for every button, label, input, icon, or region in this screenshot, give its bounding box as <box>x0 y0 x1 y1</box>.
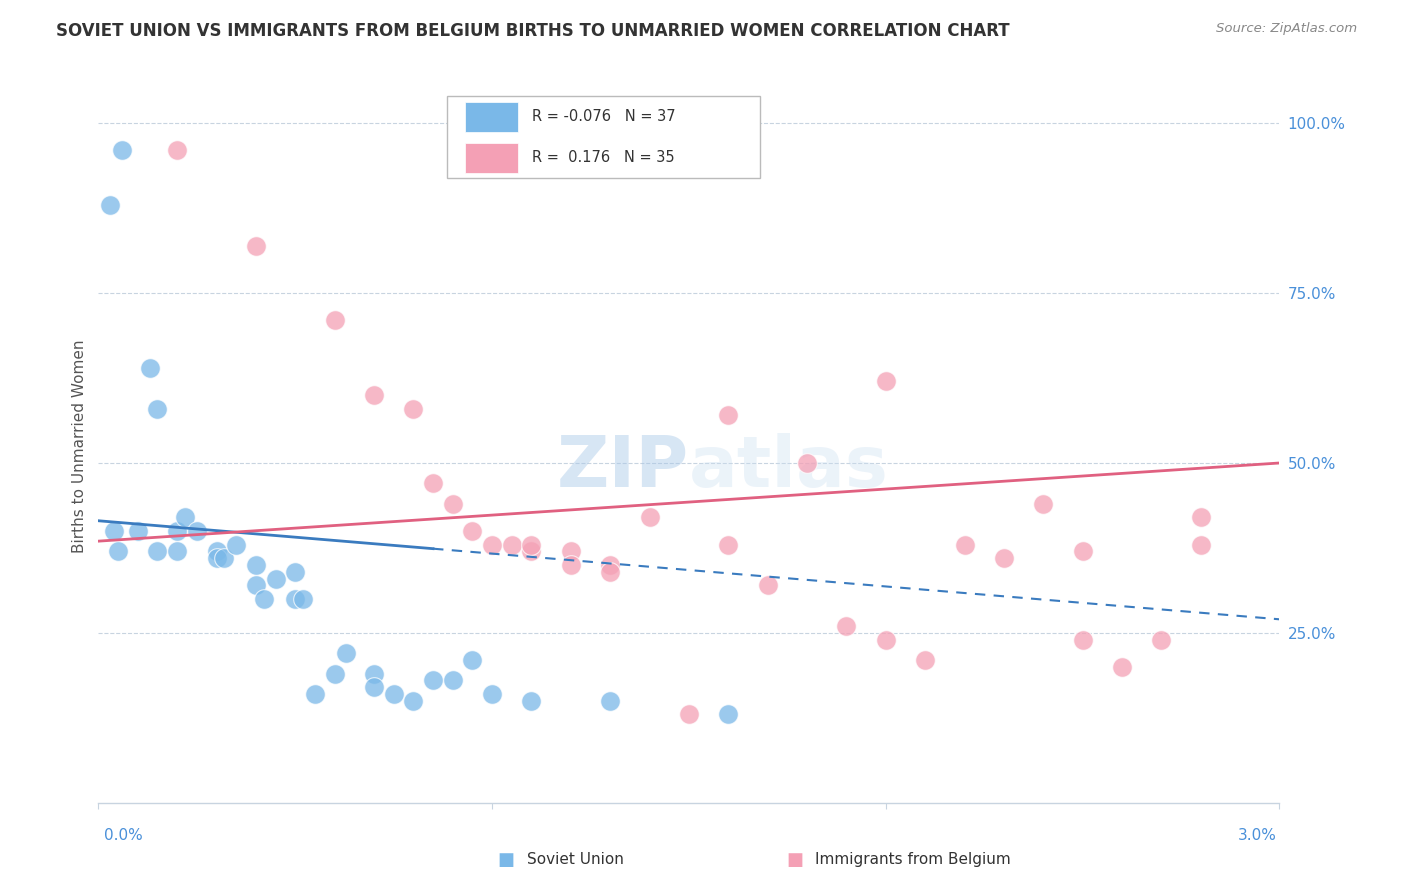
Point <box>599 565 621 579</box>
Point <box>264 572 287 586</box>
Point <box>245 558 267 572</box>
Point <box>382 687 405 701</box>
Text: R = -0.076   N = 37: R = -0.076 N = 37 <box>531 110 675 124</box>
Text: SOVIET UNION VS IMMIGRANTS FROM BELGIUM BIRTHS TO UNMARRIED WOMEN CORRELATION CH: SOVIET UNION VS IMMIGRANTS FROM BELGIUM … <box>56 22 1010 40</box>
Point <box>756 578 779 592</box>
Point <box>214 551 236 566</box>
FancyBboxPatch shape <box>464 102 517 132</box>
Point <box>520 537 543 551</box>
FancyBboxPatch shape <box>447 96 759 178</box>
Point <box>560 544 582 558</box>
Point <box>1111 660 1133 674</box>
Point <box>146 544 169 558</box>
Point <box>599 558 621 572</box>
Point <box>560 558 582 572</box>
Point <box>402 694 425 708</box>
Text: Immigrants from Belgium: Immigrants from Belgium <box>815 853 1011 867</box>
Point <box>717 409 740 423</box>
Point <box>363 680 385 694</box>
Point <box>835 619 858 633</box>
Text: Source: ZipAtlas.com: Source: ZipAtlas.com <box>1216 22 1357 36</box>
Point <box>304 687 326 701</box>
Point <box>166 544 188 558</box>
Point <box>335 646 357 660</box>
Point <box>174 510 197 524</box>
Point <box>205 551 228 566</box>
FancyBboxPatch shape <box>464 143 517 173</box>
Point <box>245 238 267 252</box>
Point <box>245 578 267 592</box>
Point <box>717 537 740 551</box>
Point <box>481 687 503 701</box>
Point <box>1189 510 1212 524</box>
Point <box>107 544 129 558</box>
Point <box>501 537 523 551</box>
Text: ZIP: ZIP <box>557 433 689 502</box>
Point <box>138 360 160 375</box>
Point <box>1071 632 1094 647</box>
Point <box>1032 497 1054 511</box>
Point <box>292 591 315 606</box>
Text: ■: ■ <box>786 851 803 869</box>
Point <box>1071 544 1094 558</box>
Point <box>481 537 503 551</box>
Point <box>323 313 346 327</box>
Point <box>103 524 125 538</box>
Point <box>127 524 149 538</box>
Point <box>717 707 740 722</box>
Text: Soviet Union: Soviet Union <box>527 853 624 867</box>
Point <box>284 591 307 606</box>
Point <box>166 144 188 158</box>
Point <box>205 544 228 558</box>
Y-axis label: Births to Unmarried Women: Births to Unmarried Women <box>72 339 87 553</box>
Point <box>225 537 247 551</box>
Point <box>875 375 897 389</box>
Point <box>284 565 307 579</box>
Point <box>441 497 464 511</box>
Text: atlas: atlas <box>689 433 889 502</box>
Point <box>599 694 621 708</box>
Point <box>402 401 425 416</box>
Point <box>461 653 484 667</box>
Point <box>461 524 484 538</box>
Text: 0.0%: 0.0% <box>104 829 143 843</box>
Point <box>520 694 543 708</box>
Text: 3.0%: 3.0% <box>1237 829 1277 843</box>
Point <box>1189 537 1212 551</box>
Point <box>875 632 897 647</box>
Point <box>638 510 661 524</box>
Point <box>363 666 385 681</box>
Point <box>678 707 700 722</box>
Point <box>953 537 976 551</box>
Text: ■: ■ <box>498 851 515 869</box>
Point <box>993 551 1015 566</box>
Point <box>98 198 121 212</box>
Point <box>166 524 188 538</box>
Point <box>1150 632 1173 647</box>
Text: R =  0.176   N = 35: R = 0.176 N = 35 <box>531 151 675 165</box>
Point <box>422 673 444 688</box>
Point <box>186 524 208 538</box>
Point <box>422 476 444 491</box>
Point <box>323 666 346 681</box>
Point <box>146 401 169 416</box>
Point <box>520 544 543 558</box>
Point <box>253 591 276 606</box>
Point <box>363 388 385 402</box>
Point <box>441 673 464 688</box>
Point <box>111 144 134 158</box>
Point <box>914 653 936 667</box>
Point <box>796 456 818 470</box>
